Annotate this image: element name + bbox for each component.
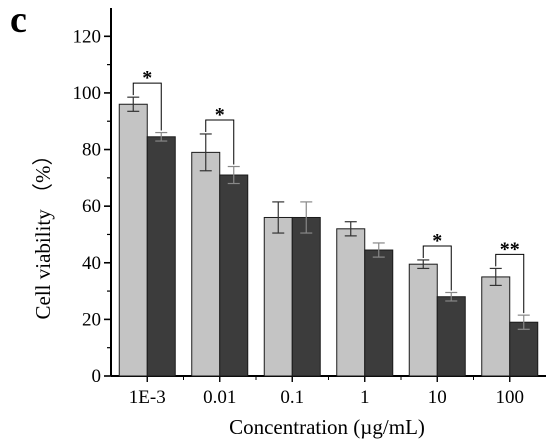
x-axis-title: Concentration (µg/mL): [229, 415, 425, 439]
y-tick-label: 40: [82, 253, 101, 274]
bar-series2: [291, 216, 321, 377]
significance-bracket: [495, 253, 525, 314]
significance-marker: *: [142, 67, 152, 89]
significance-marker: *: [432, 230, 442, 252]
bar-series1: [263, 216, 293, 377]
bar-series2: [219, 174, 249, 377]
y-tick-label: 120: [73, 26, 102, 47]
bar-series1: [481, 276, 511, 377]
y-tick-label: 60: [82, 196, 101, 217]
significance-bracket: [132, 82, 162, 131]
bar-series2: [436, 296, 466, 377]
bar-series2: [509, 321, 539, 377]
x-tick-label: 1E-3: [129, 387, 166, 408]
bar-series1: [336, 228, 366, 377]
x-tick-label: 0.1: [280, 387, 304, 408]
bar-series1: [118, 103, 148, 377]
significance-marker: **: [500, 238, 520, 260]
x-tick-label: 100: [496, 387, 525, 408]
significance-bracket: [422, 245, 452, 291]
significance-bracket: [205, 119, 235, 165]
y-axis-title: Cell viability （%）: [31, 145, 55, 320]
x-tick-label: 1: [360, 387, 370, 408]
y-tick-label: 100: [73, 83, 102, 104]
plot-area: 0 20 40 60 80 100 120 1E-3 * 0.01 * 0.1 1 10 * 100 **: [73, 8, 546, 408]
bar-series1: [191, 151, 221, 377]
bar-series2: [364, 249, 394, 377]
y-tick-label: 20: [82, 309, 101, 330]
bar-series2: [146, 136, 176, 377]
y-tick-label: 80: [82, 140, 101, 161]
significance-marker: *: [215, 104, 225, 126]
bar-series1: [408, 263, 438, 377]
panel-label: c: [10, 0, 27, 41]
x-tick-label: 0.01: [203, 387, 236, 408]
x-tick-label: 10: [428, 387, 447, 408]
y-tick-label: 0: [92, 366, 102, 387]
